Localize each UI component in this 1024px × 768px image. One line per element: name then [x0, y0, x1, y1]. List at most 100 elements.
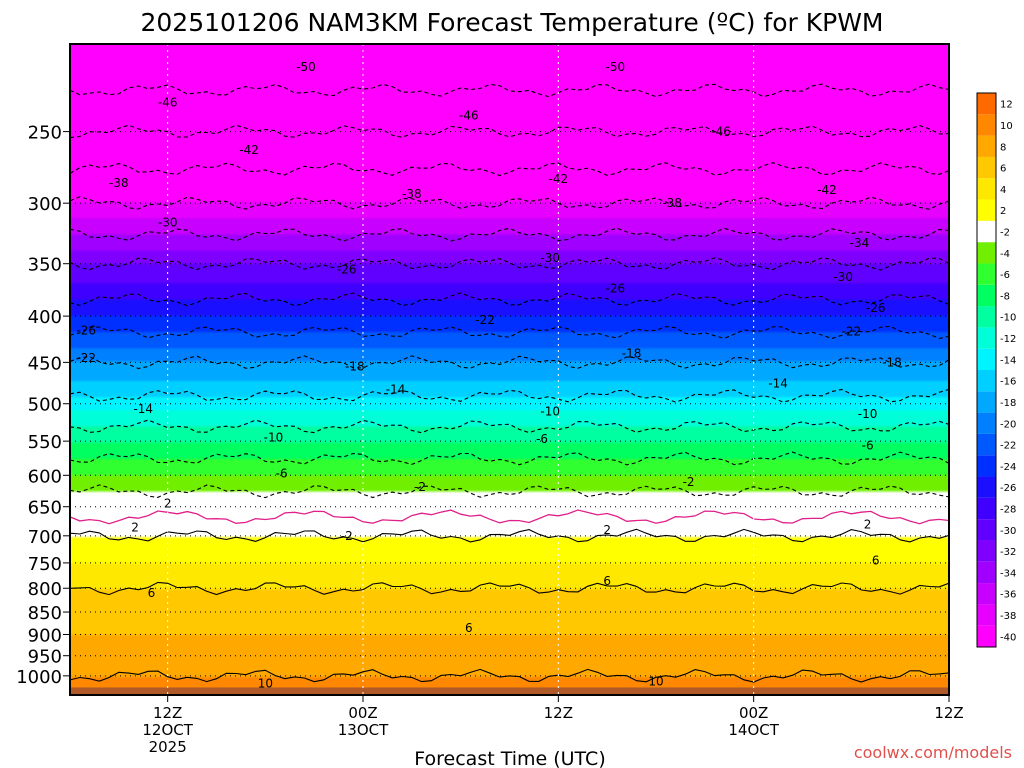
contour-label: -2: [414, 480, 426, 494]
contour-label: -2: [341, 529, 353, 543]
y-tick-label: 250: [28, 123, 62, 144]
surface-band: [70, 687, 949, 695]
contour-label: -30: [833, 270, 853, 284]
contour-label: -50: [296, 60, 316, 74]
contour-label: 2: [603, 523, 611, 537]
colorbar-label: -20: [1000, 419, 1016, 430]
contour-label: 2: [164, 497, 172, 511]
y-tick-label: 400: [28, 307, 62, 328]
contour-label: -10: [264, 431, 284, 445]
contour-label: -26: [337, 262, 357, 276]
colorbar-swatch: [977, 455, 996, 477]
y-tick-label: 750: [28, 554, 62, 575]
colorbar-swatch: [977, 561, 996, 584]
colorbar-swatch: [977, 519, 996, 541]
contour-label: 10: [258, 677, 273, 691]
colorbar-label: 10: [1000, 121, 1013, 132]
colorbar-swatch: [977, 284, 996, 307]
contour-label: -26: [606, 282, 626, 296]
colorbar-label: -16: [1000, 377, 1016, 388]
contour-label: -10: [858, 407, 878, 421]
contour-label: 2: [131, 520, 139, 534]
colorbar-label: 2: [1000, 206, 1006, 217]
chart-title: 2025101206 NAM3KM Forecast Temperature (…: [140, 8, 883, 37]
contour-label: -46: [459, 109, 479, 123]
colorbar-swatch: [977, 327, 996, 349]
colorbar-swatch: [977, 604, 996, 626]
colorbar-label: -18: [1000, 398, 1016, 409]
x-tick-label: 12Z: [153, 704, 182, 722]
colorbar-label: -30: [1000, 526, 1016, 537]
contour-label: -42: [549, 172, 569, 186]
contour-label: -14: [133, 402, 153, 416]
contour-label: 6: [465, 621, 473, 635]
colorbar-swatch: [977, 242, 996, 264]
y-tick-label: 350: [28, 255, 62, 276]
colorbar-swatch: [977, 540, 996, 562]
colorbar-swatch: [977, 156, 996, 179]
isotherm-line: [70, 83, 949, 98]
plot-area: -50 -50 -46 -46 -46 -42 -42 -42 -38 -38 -38 -34 -30 -…: [69, 43, 950, 696]
colorbar-swatch: [977, 135, 996, 157]
contour-label: -22: [76, 351, 96, 365]
colorbar-label: -14: [1000, 355, 1016, 366]
colorbar-swatch: [977, 114, 996, 136]
colorbar-swatch: [977, 199, 996, 221]
colorbar-swatch: [977, 497, 996, 520]
colorbar-swatch: [977, 391, 996, 413]
colorbar-label: -32: [1000, 547, 1016, 558]
colorbar-label: -24: [1000, 462, 1016, 473]
y-tick-label: 900: [28, 625, 62, 646]
contour-label: -26: [866, 301, 886, 315]
contour-label: -6: [536, 432, 548, 446]
contour-labels: -50 -50 -46 -46 -46 -42 -42 -42 -38 -38 -38 -34 -30 -…: [76, 60, 901, 691]
contour-label: -46: [158, 95, 178, 109]
colorbar-label: 4: [1000, 185, 1006, 196]
y-tick-label: 300: [28, 194, 62, 215]
x-tick-label: 13OCT: [338, 721, 389, 739]
colorbar-swatch: [977, 370, 996, 392]
contour-label: -22: [475, 313, 495, 327]
contour-label: 10: [648, 675, 663, 689]
colorbar-label: -40: [1000, 632, 1016, 643]
x-tick-label: 12Z: [544, 704, 573, 722]
y-tick-label: 500: [28, 395, 62, 416]
isotherm-line: [70, 355, 949, 370]
freezing-line: [70, 509, 949, 525]
y-tick-label: 650: [28, 498, 62, 519]
colorbar-label: -38: [1000, 611, 1016, 622]
colorbar-label: -2: [1000, 228, 1010, 239]
colorbar-swatch: [977, 178, 996, 200]
contour-label: -30: [158, 215, 178, 229]
colorbar-swatch: [977, 433, 996, 456]
contour-label: -18: [622, 347, 642, 361]
colorbar-label: -6: [1000, 270, 1010, 281]
isotherm-line: [70, 668, 949, 683]
y-tick-label: 800: [28, 579, 62, 600]
colorbar-label: -34: [1000, 568, 1016, 579]
x-tick-label: 14OCT: [728, 721, 779, 739]
y-tick-label: 700: [28, 527, 62, 548]
temperature-field: [70, 44, 949, 695]
contour-label: -6: [862, 438, 874, 452]
y-tick-label: 850: [28, 603, 62, 624]
x-tick-label: 12Z: [934, 704, 963, 722]
x-axis-label: Forecast Time (UTC): [414, 748, 605, 768]
x-tick-label: 00Z: [348, 704, 377, 722]
contour-label: -38: [662, 196, 682, 210]
credit-link[interactable]: coolwx.com/models: [854, 743, 1012, 762]
y-tick-label: 950: [28, 647, 62, 668]
contour-label: -34: [850, 236, 870, 250]
colorbar-label: 12: [1000, 100, 1013, 111]
x-tick-label: 2025: [149, 738, 187, 756]
contour-label: -10: [540, 404, 560, 418]
colorbar-label: -8: [1000, 291, 1010, 302]
x-tick-label: 00Z: [739, 704, 768, 722]
contour-label: -42: [817, 183, 837, 197]
y-tick-label: 450: [28, 353, 62, 374]
contour-label: -38: [109, 176, 129, 190]
colorbar-swatch: [977, 625, 996, 647]
y-tick-label: 600: [28, 466, 62, 487]
colorbar-label: -28: [1000, 505, 1016, 516]
